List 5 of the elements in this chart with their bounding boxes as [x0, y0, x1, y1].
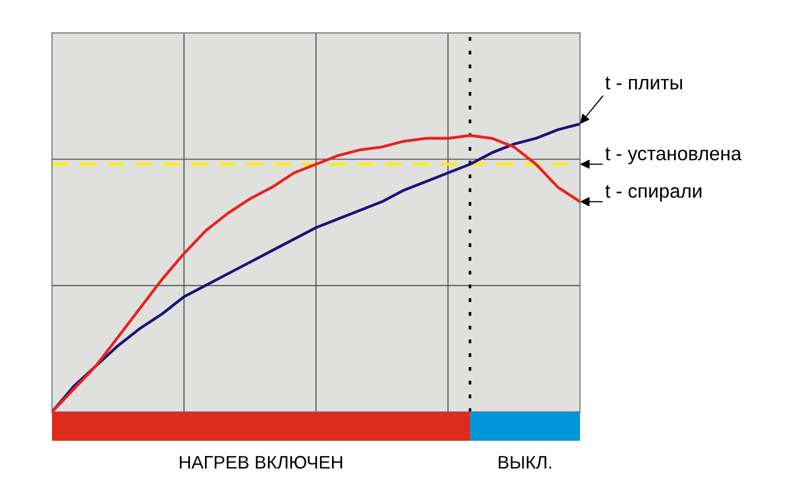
text: ВЫКЛ.	[498, 456, 552, 469]
ref-line-label: t - установлена	[605, 148, 742, 164]
text: НАГРЕВ ВКЛЮЧЕН	[180, 456, 342, 469]
text: t - плиты	[605, 76, 682, 90]
series-label: t - спирали	[605, 185, 702, 202]
